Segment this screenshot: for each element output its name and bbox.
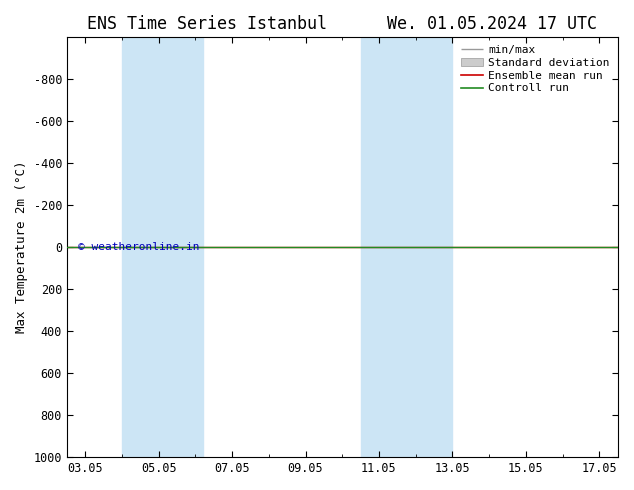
Legend: min/max, Standard deviation, Ensemble mean run, Controll run: min/max, Standard deviation, Ensemble me… — [458, 43, 612, 96]
Bar — [122, 37, 203, 457]
Y-axis label: Max Temperature 2m (°C): Max Temperature 2m (°C) — [15, 161, 28, 334]
Title: ENS Time Series Istanbul      We. 01.05.2024 17 UTC: ENS Time Series Istanbul We. 01.05.2024 … — [87, 15, 597, 33]
Bar — [361, 37, 453, 457]
Text: © weatheronline.in: © weatheronline.in — [78, 242, 200, 252]
